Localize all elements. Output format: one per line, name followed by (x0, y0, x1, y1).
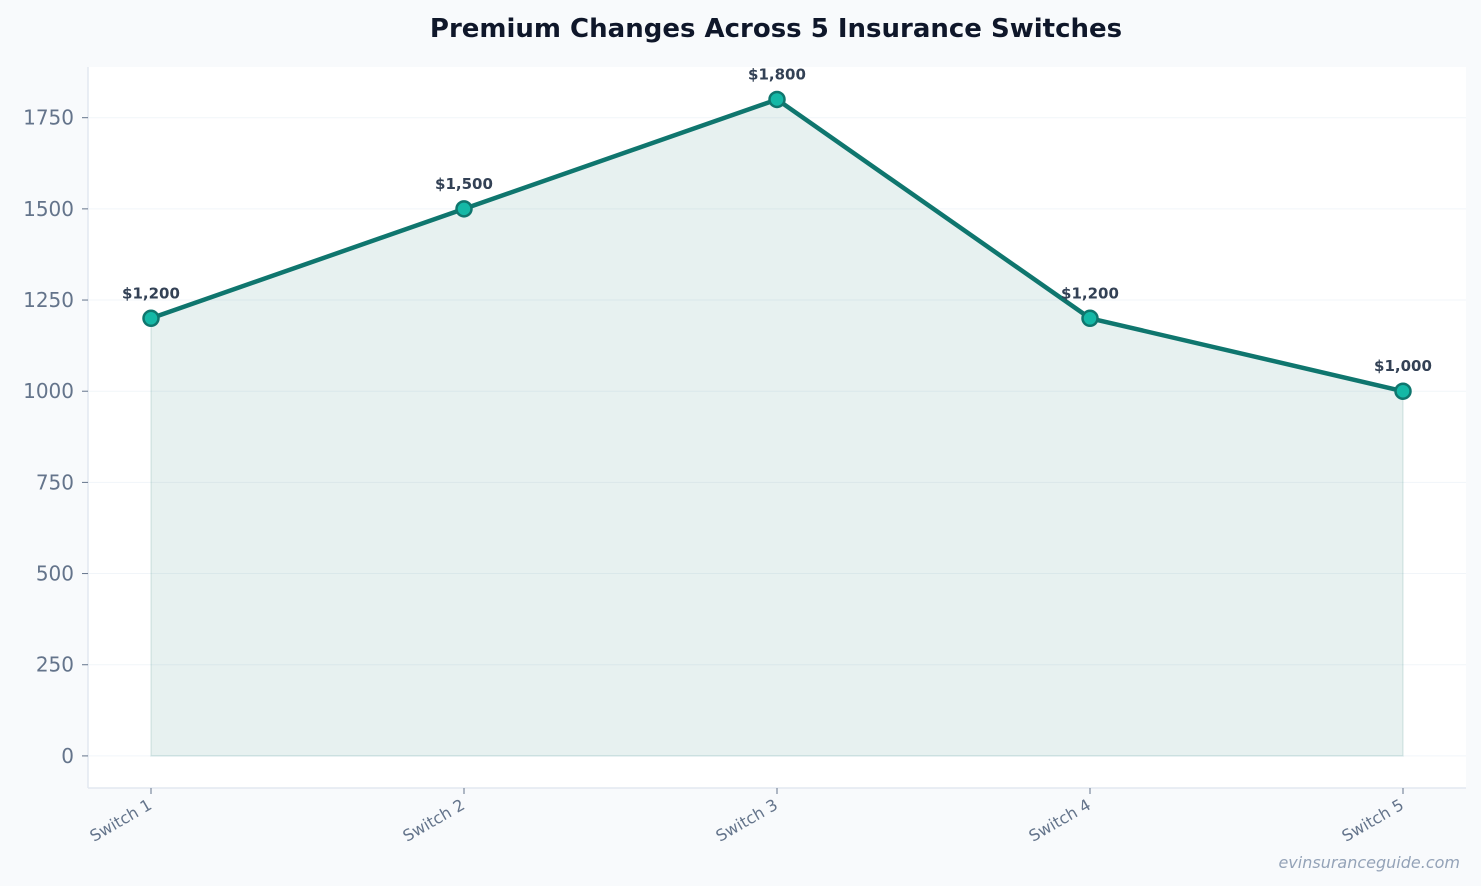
data-label: $1,200 (122, 284, 180, 302)
grid-lines (88, 117, 1466, 757)
y-tick-label: 0 (61, 744, 74, 768)
y-tick-labels: 0 250 500 750 1000 1250 1500 1750 (23, 106, 88, 768)
x-tick-label: Switch 5 (1338, 795, 1407, 846)
y-tick-label: 750 (36, 470, 74, 494)
y-tick-label: 1250 (23, 288, 74, 312)
y-tick-label: 1750 (23, 106, 74, 130)
x-tick-label: Switch 4 (1025, 795, 1094, 846)
data-point-marker (142, 309, 160, 328)
watermark: evinsuranceguide.com (1278, 853, 1460, 872)
y-tick-label: 1500 (23, 197, 74, 221)
data-label: $1,800 (748, 65, 806, 83)
data-label: $1,500 (435, 175, 493, 193)
data-label: $1,000 (1374, 357, 1432, 375)
data-point-marker (1394, 382, 1412, 400)
x-tick-label: Switch 3 (712, 795, 781, 846)
data-label: $1,200 (1061, 284, 1119, 302)
marker-layer (142, 90, 1412, 400)
y-tick-label: 500 (36, 562, 74, 586)
x-tick-labels: Switch 1 Switch 2 Switch 3 Switch 4 Switch 5 (86, 788, 1407, 846)
data-point-marker (768, 90, 786, 109)
data-label-layer: $1,200 $1,500 $1,800 $1,200 $1,000 (122, 65, 1432, 375)
x-tick-label: Switch 1 (86, 795, 155, 846)
data-point-marker (1081, 309, 1099, 328)
x-tick-label: Switch 2 (399, 795, 468, 846)
plot-area-background (88, 67, 1466, 788)
chart-title: Premium Changes Across 5 Insurance Switc… (430, 14, 1122, 44)
y-tick-label: 250 (36, 653, 74, 677)
data-point-marker (455, 200, 473, 218)
y-tick-label: 1000 (23, 379, 74, 403)
